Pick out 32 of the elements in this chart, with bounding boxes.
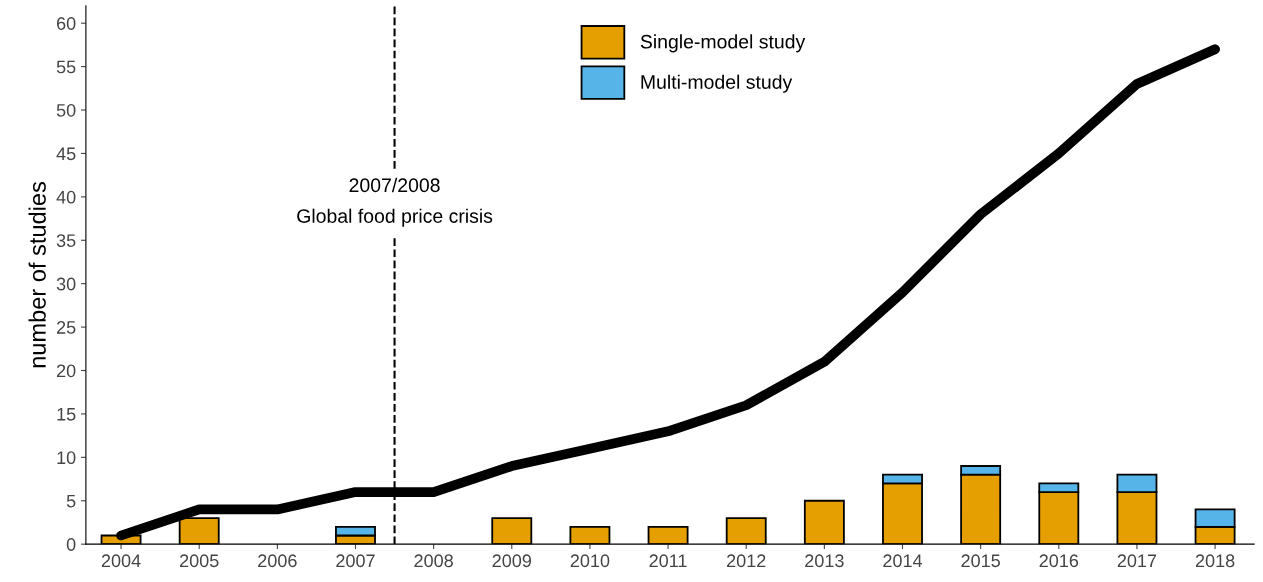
y-tick-label: 20	[56, 364, 76, 378]
y-axis-title: number of studies	[28, 182, 46, 368]
x-tick-label: 2016	[1039, 554, 1079, 568]
y-tick-label: 55	[56, 60, 76, 74]
y-tick-label: 30	[56, 277, 76, 291]
x-tick-label: 2014	[883, 554, 923, 568]
y-tick-label: 5	[66, 494, 76, 508]
x-tick-label: 2018	[1195, 554, 1235, 568]
y-tick-label: 35	[56, 234, 76, 247]
x-tick-label: 2004	[101, 554, 141, 568]
x-tick-label: 2005	[180, 554, 219, 568]
x-tick-label: 2013	[805, 554, 844, 568]
y-tick-label: 45	[56, 147, 76, 161]
y-tick-label: 0	[66, 538, 76, 551]
y-tick-label: 15	[57, 408, 76, 421]
y-tick-label: 10	[57, 451, 76, 465]
x-tick-label: 2009	[492, 554, 532, 568]
x-tick-label: 2010	[570, 554, 610, 568]
y-tick-label: 60	[57, 17, 76, 30]
y-tick-label: 50	[56, 103, 76, 117]
x-tick-label: 2012	[727, 554, 766, 568]
x-tick-label: 2011	[649, 554, 687, 568]
x-tick-label: 2017	[1117, 554, 1157, 568]
ref-line-label: 2007/2008 Global food price crisis	[297, 177, 493, 227]
x-tick-label: 2006	[258, 554, 297, 568]
legend-label: Single-model study	[640, 34, 806, 53]
x-tick-label: 2008	[414, 554, 453, 568]
y-tick-label: 40	[56, 190, 76, 204]
legend-label: Multi-model study	[641, 74, 793, 93]
y-tick-label: 25	[56, 321, 76, 334]
x-tick-label: 2007	[336, 554, 375, 568]
x-tick-label: 2015	[961, 554, 1000, 568]
